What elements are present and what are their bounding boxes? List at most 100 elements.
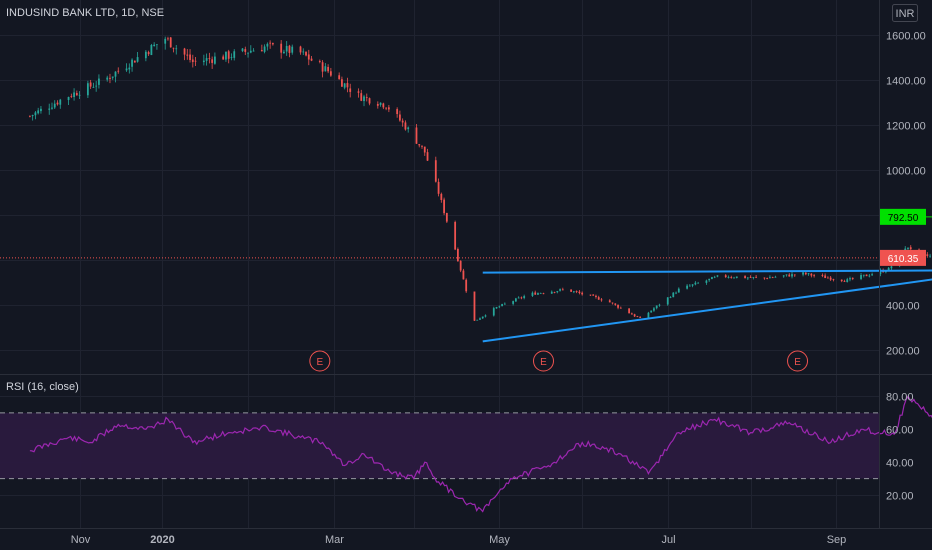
candle: [89, 79, 92, 90]
candle: [531, 291, 534, 298]
candle: [167, 36, 169, 41]
candle: [730, 275, 733, 279]
candle: [669, 296, 672, 299]
candle: [691, 284, 694, 288]
candle: [843, 279, 846, 283]
rsi-band-layer: [0, 412, 879, 480]
earnings-marker[interactable]: E: [532, 350, 554, 372]
candle: [675, 291, 677, 295]
candle: [324, 63, 327, 72]
x-tick-label: Nov: [71, 534, 91, 546]
candle: [404, 120, 407, 131]
candle: [503, 302, 506, 305]
candle: [771, 276, 774, 279]
earnings-marker[interactable]: E: [787, 350, 809, 372]
candle: [462, 268, 465, 280]
y-tick-label: 1600.00: [886, 31, 926, 43]
candle: [788, 273, 791, 277]
candle: [133, 60, 136, 63]
candle: [260, 44, 263, 52]
candle: [175, 44, 178, 55]
candle: [407, 126, 410, 133]
candle: [785, 274, 788, 277]
candle: [929, 253, 931, 258]
earnings-marker[interactable]: E: [309, 350, 331, 372]
candle: [589, 294, 592, 297]
candle: [28, 115, 31, 118]
candle: [283, 49, 285, 55]
candle: [713, 275, 716, 279]
rsi-y-tick-label: 40.00: [886, 458, 914, 470]
earnings-marker-label: E: [316, 357, 323, 368]
x-tick-label: Sep: [827, 534, 847, 546]
earnings-marker-circle: [309, 350, 331, 372]
candle: [343, 82, 346, 90]
candle: [824, 273, 827, 279]
candle: [595, 294, 597, 299]
rsi-layer: [29, 395, 932, 513]
candle: [125, 63, 128, 72]
candle: [512, 300, 515, 306]
candle: [860, 273, 862, 281]
candle: [658, 303, 661, 307]
candle: [746, 276, 749, 281]
candle: [556, 290, 559, 294]
candle: [169, 36, 172, 48]
candle: [495, 306, 498, 309]
candle: [827, 276, 829, 279]
candle: [694, 281, 697, 286]
candle: [136, 51, 139, 63]
candle: [793, 274, 796, 277]
candles-layer: [28, 36, 931, 321]
candle: [117, 67, 120, 74]
candle: [628, 308, 630, 314]
candle: [517, 296, 520, 299]
candle: [56, 100, 59, 106]
candle: [686, 284, 688, 290]
candle: [465, 278, 468, 293]
trendline[interactable]: [482, 275, 932, 343]
candle: [194, 56, 197, 67]
candle: [653, 307, 655, 312]
candle: [208, 52, 211, 64]
candle: [266, 42, 269, 51]
currency-badge[interactable]: INR: [892, 4, 918, 22]
candle: [501, 303, 503, 307]
candle: [498, 305, 501, 309]
candle: [109, 73, 111, 84]
candle: [724, 274, 727, 279]
candle: [341, 76, 343, 87]
candle: [733, 276, 735, 279]
candle: [909, 245, 912, 251]
candle: [95, 80, 98, 92]
candle: [677, 287, 680, 293]
candle: [476, 319, 479, 321]
candle: [456, 247, 459, 262]
candle: [617, 304, 619, 310]
candle: [114, 71, 117, 83]
candle: [338, 72, 341, 80]
candle: [75, 90, 78, 96]
candle: [365, 93, 368, 102]
candle: [832, 278, 835, 282]
candle: [368, 97, 371, 106]
candle: [421, 145, 423, 149]
candle: [329, 67, 332, 77]
candle: [868, 273, 871, 278]
candle: [269, 40, 272, 49]
trendline[interactable]: [482, 269, 932, 274]
candle: [202, 54, 205, 66]
candle: [791, 272, 793, 279]
candle: [630, 312, 633, 315]
candle: [288, 44, 291, 58]
currency-label: INR: [896, 8, 915, 20]
candle: [484, 314, 487, 318]
candle: [639, 316, 642, 318]
candle: [299, 45, 302, 55]
y-tick-label: 1000.00: [886, 166, 926, 178]
candle: [804, 272, 807, 276]
candle: [849, 276, 851, 282]
candle: [34, 110, 37, 120]
candle: [749, 275, 752, 278]
